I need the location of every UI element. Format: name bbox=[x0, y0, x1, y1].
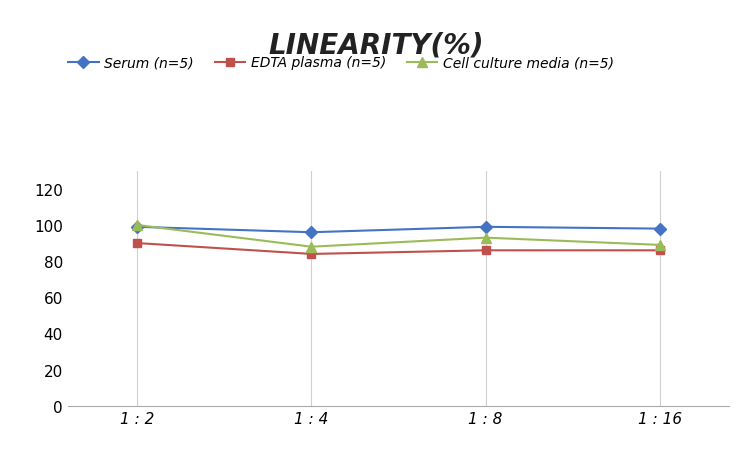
Text: LINEARITY(%): LINEARITY(%) bbox=[268, 32, 484, 60]
Cell culture media (n=5) bbox=[655, 243, 664, 248]
Line: Cell culture media (n=5): Cell culture media (n=5) bbox=[132, 221, 665, 252]
Serum (n=5) bbox=[307, 230, 316, 235]
Serum (n=5) bbox=[481, 225, 490, 230]
EDTA plasma (n=5) bbox=[481, 248, 490, 253]
Line: EDTA plasma (n=5): EDTA plasma (n=5) bbox=[133, 239, 664, 258]
Serum (n=5) bbox=[655, 226, 664, 232]
EDTA plasma (n=5) bbox=[307, 252, 316, 257]
Cell culture media (n=5) bbox=[481, 235, 490, 241]
Cell culture media (n=5) bbox=[133, 223, 142, 228]
Serum (n=5) bbox=[133, 225, 142, 230]
Legend: Serum (n=5), EDTA plasma (n=5), Cell culture media (n=5): Serum (n=5), EDTA plasma (n=5), Cell cul… bbox=[68, 56, 614, 70]
Line: Serum (n=5): Serum (n=5) bbox=[133, 223, 664, 237]
EDTA plasma (n=5) bbox=[655, 248, 664, 253]
EDTA plasma (n=5) bbox=[133, 241, 142, 246]
Cell culture media (n=5) bbox=[307, 244, 316, 250]
